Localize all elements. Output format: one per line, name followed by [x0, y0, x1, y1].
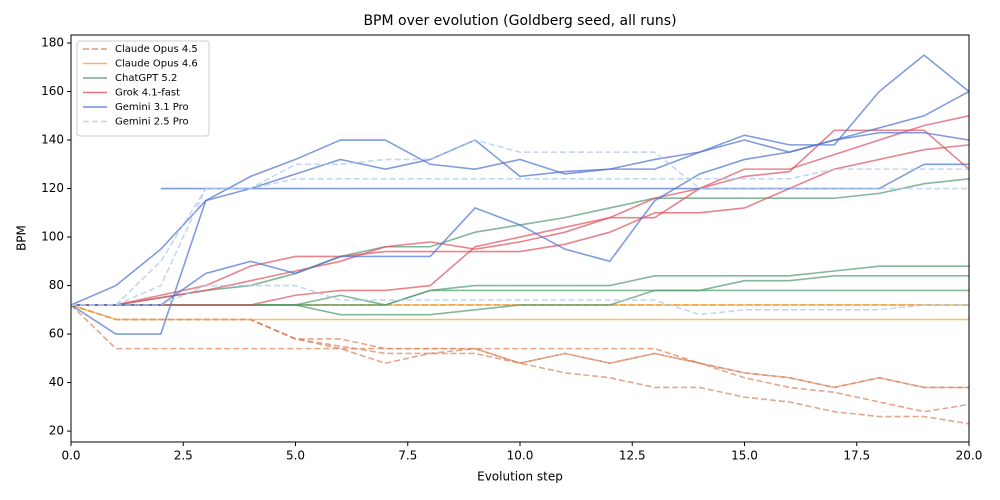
x-tick-label: 17.5 — [843, 449, 870, 463]
x-tick-label: 10.0 — [507, 449, 534, 463]
run-line — [71, 304, 969, 389]
x-axis-label: Evolution step — [477, 470, 563, 484]
y-tick-label: 160 — [41, 84, 64, 98]
legend-label: ChatGPT 5.2 — [115, 73, 177, 84]
run-line — [71, 114, 969, 306]
x-tick-label: 15.0 — [731, 449, 758, 463]
x-tick-label: 2.5 — [174, 449, 193, 463]
legend-label: Grok 4.1-fast — [115, 88, 180, 99]
plot-frame — [70, 34, 970, 443]
x-tick-label: 0.0 — [61, 449, 80, 463]
run-line — [160, 163, 969, 190]
y-tick-label: 40 — [49, 375, 64, 389]
y-tick-label: 100 — [41, 230, 64, 244]
run-line — [71, 304, 969, 389]
x-tick-label: 7.5 — [398, 449, 417, 463]
run-line — [71, 289, 969, 306]
y-axis-label: BPM — [15, 225, 29, 251]
x-tick-label: 5.0 — [286, 449, 305, 463]
run-line — [71, 304, 969, 413]
legend-box — [76, 40, 210, 137]
run-line — [71, 131, 969, 306]
y-tick-label: 140 — [41, 133, 64, 147]
y-tick-label: 60 — [49, 327, 64, 341]
run-line — [71, 168, 969, 306]
run-line — [71, 144, 969, 306]
plot — [71, 54, 969, 425]
run-line — [71, 304, 969, 425]
y-tick-label: 120 — [41, 181, 64, 195]
run-line — [71, 275, 969, 316]
legend-label: Claude Opus 4.6 — [115, 59, 198, 70]
y-tick-label: 180 — [41, 36, 64, 50]
run-line — [71, 129, 969, 306]
x-tick-label: 12.5 — [619, 449, 646, 463]
y-tick-label: 80 — [49, 278, 64, 292]
run-line — [71, 284, 969, 316]
x-tick-label: 20.0 — [956, 449, 983, 463]
legend-label: Claude Opus 4.5 — [115, 44, 198, 55]
run-line — [71, 304, 969, 321]
legend-label: Gemini 2.5 Pro — [115, 117, 189, 128]
y-tick-label: 20 — [49, 424, 64, 438]
run-line — [71, 139, 969, 306]
legend-label: Gemini 3.1 Pro — [115, 102, 189, 113]
chart-title: BPM over evolution (Goldberg seed, all r… — [363, 13, 676, 29]
